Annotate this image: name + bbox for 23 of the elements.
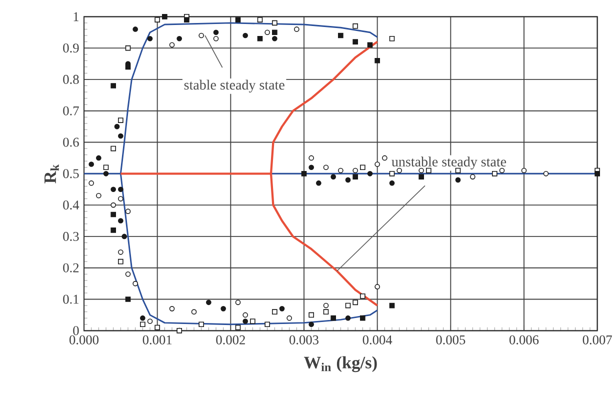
y-tick-label: 1: [74, 12, 78, 21]
annotation: unstable steady state: [392, 156, 506, 170]
y-tick-label: 0.3: [63, 232, 79, 241]
x-tick-label: 0.002: [216, 335, 245, 344]
x-tick-label: 0.005: [436, 335, 466, 344]
x-tick-label: 0.006: [509, 335, 539, 344]
y-tick-label: 0.2: [63, 263, 79, 272]
y-tick-label: 0: [73, 326, 79, 335]
x-tick-label: 0.000: [70, 335, 98, 344]
x-axis-title: W$_{in}$ (kg/s): [304, 356, 377, 372]
y-tick-label: 0.8: [63, 74, 79, 84]
y-tick-label: 0.7: [63, 106, 79, 116]
annotation: stable steady state: [184, 80, 284, 92]
y-tick-label: 0.4: [63, 200, 80, 210]
x-tick-label: 0.003: [290, 335, 318, 344]
x-tick-label: 0.004: [362, 335, 392, 344]
y-tick-label: 0.9: [63, 43, 79, 52]
y-tick-label: 0.5: [63, 168, 79, 178]
y-axis-title: R$_{k}$: [44, 164, 59, 184]
x-tick-label: 0.001: [142, 335, 172, 344]
y-tick-label: 0.1: [63, 294, 78, 304]
x-tick-label: 0.007: [582, 335, 612, 344]
y-tick-label: 0.6: [63, 138, 79, 147]
